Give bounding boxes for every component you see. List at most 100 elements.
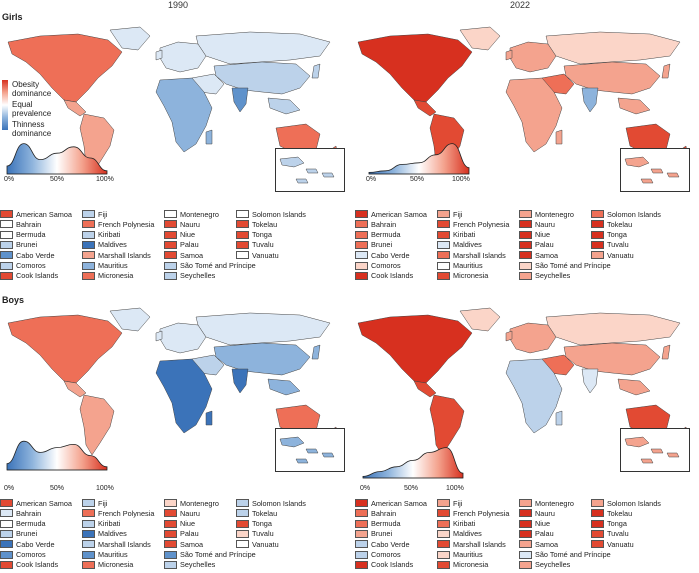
island-legend-item: Montenegro xyxy=(164,498,219,508)
region-af xyxy=(155,358,213,434)
tick-100: 100% xyxy=(452,176,470,183)
island-swatch xyxy=(0,230,13,239)
island-legend-item: Mauritius xyxy=(82,261,128,271)
island-name: Niue xyxy=(180,230,196,240)
island-swatch xyxy=(355,261,368,270)
island-swatch xyxy=(164,529,177,538)
island-legend-item: Comoros xyxy=(355,261,401,271)
island-name: Kiribati xyxy=(453,519,476,529)
tick-100: 100% xyxy=(96,485,114,492)
island-legend-item: Maldives xyxy=(437,240,482,250)
island-swatch xyxy=(236,240,249,249)
island-name: Samoa xyxy=(180,250,204,260)
island-legend-item: Tuvalu xyxy=(236,240,274,250)
island-name: Fiji xyxy=(98,498,108,508)
island-name: Brunei xyxy=(371,240,393,250)
island-legend-item: Bermuda xyxy=(0,519,46,529)
island-legend-item: Tokelau xyxy=(591,219,632,229)
region-ca xyxy=(413,380,437,398)
island-swatch xyxy=(355,240,368,249)
island-legend-item: American Samoa xyxy=(0,209,72,219)
legend-thinness-label: Thinness dominance xyxy=(12,120,52,138)
island-legend-item: Samoa xyxy=(519,539,558,549)
island-name: Palau xyxy=(180,529,199,539)
island-name: Seychelles xyxy=(535,560,571,570)
island-legend-item: Marshall Islands xyxy=(82,539,151,549)
island-name: Brunei xyxy=(16,240,38,250)
island-swatch xyxy=(236,210,249,218)
density-curve xyxy=(6,440,108,471)
caribbean-islands xyxy=(624,156,680,184)
density-plot xyxy=(6,440,108,471)
island-legend-item: American Samoa xyxy=(0,498,72,508)
island-name: Bahrain xyxy=(371,219,397,229)
island-name: Tonga xyxy=(607,230,627,240)
tick-100: 100% xyxy=(446,485,464,492)
region-mad xyxy=(205,129,213,145)
island-legend-item: Vanuatu xyxy=(236,250,279,260)
island-swatch xyxy=(437,499,450,507)
island-name: Comoros xyxy=(16,261,46,270)
island-legend-item: Maldives xyxy=(437,529,482,539)
island-legend-item: Solomon Islands xyxy=(236,209,306,219)
island-name: Tonga xyxy=(607,519,627,529)
island-legend-item: Fiji xyxy=(82,498,107,508)
island-swatch xyxy=(82,220,95,229)
island-legend-item: Nauru xyxy=(519,508,555,518)
region-ca xyxy=(63,380,87,398)
island-name: Vanuatu xyxy=(607,250,634,260)
island-swatch xyxy=(82,550,95,559)
island-swatch xyxy=(82,529,95,538)
island-swatch xyxy=(591,210,604,218)
island-legend-item: Bermuda xyxy=(355,519,401,529)
island-legend-item: Bahrain xyxy=(355,508,396,518)
island-legend-item: Kiribati xyxy=(437,519,475,529)
island-swatch xyxy=(591,230,604,239)
island-swatch xyxy=(82,210,95,218)
island-name: Brunei xyxy=(16,529,38,539)
island-name: Tuvalu xyxy=(252,529,274,539)
island-swatch xyxy=(591,519,604,528)
island-name: Micronesia xyxy=(453,271,489,281)
island-legend-item: Tokelau xyxy=(591,508,632,518)
island-name: Solomon Islands xyxy=(607,209,661,219)
island-swatch xyxy=(164,519,177,528)
island-legend-item: Tokelau xyxy=(236,508,277,518)
island-name: Tokelau xyxy=(607,219,633,229)
island-name: Micronesia xyxy=(98,560,134,570)
island-name: Montenegro xyxy=(535,498,574,508)
year-label-right: 2022 xyxy=(510,0,531,10)
island-swatch xyxy=(519,529,532,538)
island-swatch xyxy=(236,519,249,528)
island-legend-item: São Tomé and Príncipe xyxy=(164,261,256,271)
region-uk xyxy=(155,330,163,342)
island-name: Tuvalu xyxy=(607,529,629,539)
island-swatch xyxy=(82,261,95,270)
island-name: Cabo Verde xyxy=(16,539,55,549)
island-name: Samoa xyxy=(180,539,204,549)
island-swatch xyxy=(0,251,13,260)
island-legend-item: Samoa xyxy=(164,250,203,260)
island-name: Marshall Islands xyxy=(453,539,506,549)
island-legend-item: Vanuatu xyxy=(236,539,279,549)
tick-50: 50% xyxy=(410,176,425,183)
island-legend-item: Palau xyxy=(519,240,554,250)
island-legend-item: Cook Islands xyxy=(0,560,58,570)
island-legend-item: Bahrain xyxy=(355,219,396,229)
region-af xyxy=(505,77,563,153)
island-legend-item: Tuvalu xyxy=(236,529,274,539)
island-legend-item: Micronesia xyxy=(437,271,488,281)
island-swatch xyxy=(437,560,450,569)
island-name: Samoa xyxy=(535,250,559,260)
island-swatch xyxy=(437,210,450,218)
island-legend-item: Nauru xyxy=(164,219,200,229)
island-swatch xyxy=(82,540,95,549)
caribbean-islands xyxy=(279,156,335,184)
island-swatch xyxy=(437,240,450,249)
island-name: Montenegro xyxy=(180,209,219,219)
island-swatch xyxy=(164,240,177,249)
island-legend-item: Kiribati xyxy=(437,230,475,240)
year-label-left: 1990 xyxy=(168,0,189,10)
island-name: Bahrain xyxy=(16,219,42,229)
region-sa xyxy=(79,394,115,456)
